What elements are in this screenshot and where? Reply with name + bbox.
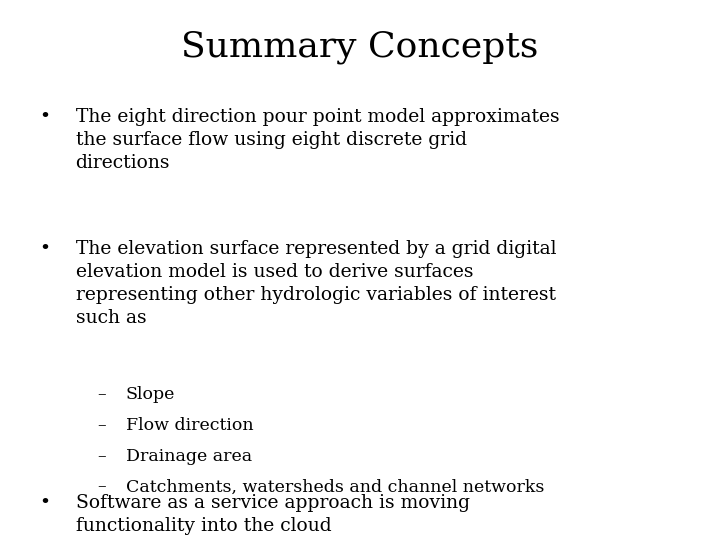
Text: Drainage area: Drainage area	[126, 448, 252, 464]
Text: Flow direction: Flow direction	[126, 417, 253, 434]
Text: –: –	[97, 417, 106, 434]
Text: •: •	[40, 240, 50, 258]
Text: –: –	[97, 448, 106, 464]
Text: Summary Concepts: Summary Concepts	[181, 30, 539, 64]
Text: The eight direction pour point model approximates
the surface flow using eight d: The eight direction pour point model app…	[76, 108, 559, 172]
Text: Software as a service approach is moving
functionality into the cloud: Software as a service approach is moving…	[76, 494, 469, 535]
Text: Catchments, watersheds and channel networks: Catchments, watersheds and channel netwo…	[126, 478, 544, 495]
Text: Slope: Slope	[126, 386, 176, 403]
Text: •: •	[40, 108, 50, 126]
Text: The elevation surface represented by a grid digital
elevation model is used to d: The elevation surface represented by a g…	[76, 240, 556, 327]
Text: –: –	[97, 386, 106, 403]
Text: •: •	[40, 494, 50, 512]
Text: –: –	[97, 478, 106, 495]
